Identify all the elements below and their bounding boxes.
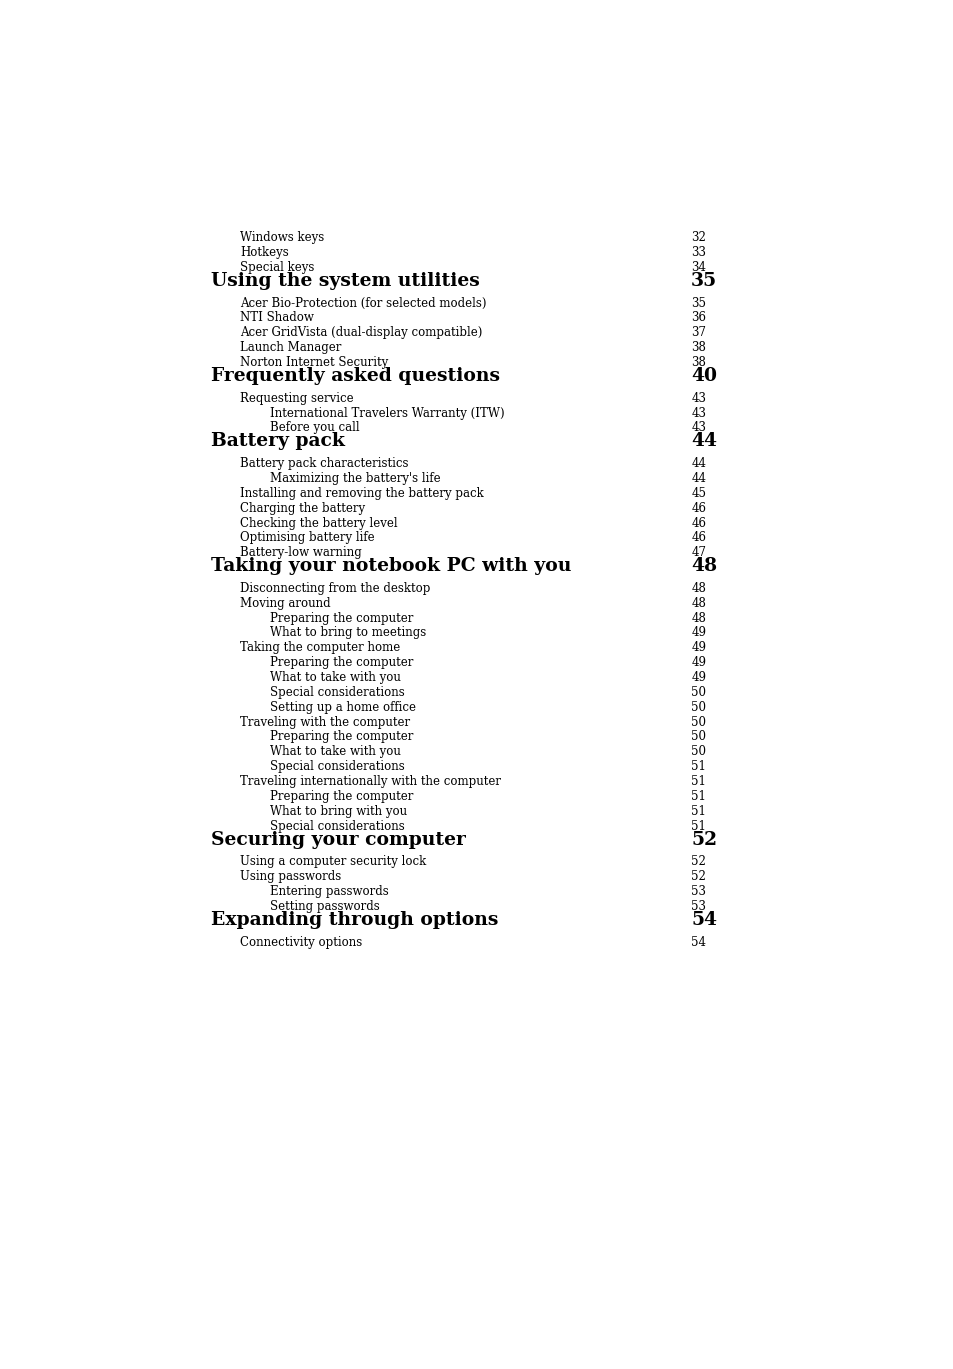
Text: Traveling internationally with the computer: Traveling internationally with the compu… xyxy=(240,775,500,789)
Text: 50: 50 xyxy=(691,716,705,728)
Text: 48: 48 xyxy=(691,597,705,609)
Text: Before you call: Before you call xyxy=(270,422,359,434)
Text: 49: 49 xyxy=(691,641,705,654)
Text: 44: 44 xyxy=(691,457,705,470)
Text: Special considerations: Special considerations xyxy=(270,820,404,832)
Text: Special considerations: Special considerations xyxy=(270,760,404,773)
Text: Using the system utilities: Using the system utilities xyxy=(211,272,479,290)
Text: 46: 46 xyxy=(691,516,705,530)
Text: 37: 37 xyxy=(691,326,705,340)
Text: Connectivity options: Connectivity options xyxy=(240,935,362,949)
Text: 49: 49 xyxy=(691,671,705,684)
Text: 49: 49 xyxy=(691,656,705,669)
Text: 49: 49 xyxy=(691,627,705,639)
Text: Hotkeys: Hotkeys xyxy=(240,246,289,259)
Text: Launch Manager: Launch Manager xyxy=(240,341,341,355)
Text: 53: 53 xyxy=(691,884,705,898)
Text: Preparing the computer: Preparing the computer xyxy=(270,612,413,624)
Text: Acer Bio-Protection (for selected models): Acer Bio-Protection (for selected models… xyxy=(240,297,486,309)
Text: What to take with you: What to take with you xyxy=(270,671,400,684)
Text: Taking your notebook PC with you: Taking your notebook PC with you xyxy=(211,557,571,575)
Text: What to bring to meetings: What to bring to meetings xyxy=(270,627,425,639)
Text: Frequently asked questions: Frequently asked questions xyxy=(211,367,499,385)
Text: 52: 52 xyxy=(691,831,717,849)
Text: What to take with you: What to take with you xyxy=(270,745,400,758)
Text: Acer GridVista (dual-display compatible): Acer GridVista (dual-display compatible) xyxy=(240,326,482,340)
Text: Traveling with the computer: Traveling with the computer xyxy=(240,716,410,728)
Text: 32: 32 xyxy=(691,231,705,244)
Text: Expanding through options: Expanding through options xyxy=(211,910,497,928)
Text: Special considerations: Special considerations xyxy=(270,686,404,700)
Text: 43: 43 xyxy=(691,407,705,419)
Text: Norton Internet Security: Norton Internet Security xyxy=(240,356,388,370)
Text: 48: 48 xyxy=(691,582,705,596)
Text: 50: 50 xyxy=(691,701,705,713)
Text: Disconnecting from the desktop: Disconnecting from the desktop xyxy=(240,582,430,596)
Text: Requesting service: Requesting service xyxy=(240,392,354,405)
Text: 43: 43 xyxy=(691,422,705,434)
Text: Battery pack: Battery pack xyxy=(211,433,344,450)
Text: 51: 51 xyxy=(691,790,705,804)
Text: 52: 52 xyxy=(691,871,705,883)
Text: Setting up a home office: Setting up a home office xyxy=(270,701,416,713)
Text: 45: 45 xyxy=(691,487,705,500)
Text: 51: 51 xyxy=(691,760,705,773)
Text: Installing and removing the battery pack: Installing and removing the battery pack xyxy=(240,487,483,500)
Text: Using passwords: Using passwords xyxy=(240,871,341,883)
Text: 38: 38 xyxy=(691,341,705,355)
Text: Preparing the computer: Preparing the computer xyxy=(270,656,413,669)
Text: Charging the battery: Charging the battery xyxy=(240,501,365,515)
Text: Battery pack characteristics: Battery pack characteristics xyxy=(240,457,408,470)
Text: 54: 54 xyxy=(691,910,717,928)
Text: Preparing the computer: Preparing the computer xyxy=(270,731,413,743)
Text: Windows keys: Windows keys xyxy=(240,231,324,244)
Text: 48: 48 xyxy=(691,557,717,575)
Text: 40: 40 xyxy=(691,367,717,385)
Text: 51: 51 xyxy=(691,820,705,832)
Text: 53: 53 xyxy=(691,899,705,913)
Text: 51: 51 xyxy=(691,805,705,817)
Text: Moving around: Moving around xyxy=(240,597,331,609)
Text: 44: 44 xyxy=(691,433,717,450)
Text: 35: 35 xyxy=(691,297,705,309)
Text: Securing your computer: Securing your computer xyxy=(211,831,465,849)
Text: 50: 50 xyxy=(691,745,705,758)
Text: Battery-low warning: Battery-low warning xyxy=(240,546,361,560)
Text: Special keys: Special keys xyxy=(240,261,314,274)
Text: 50: 50 xyxy=(691,731,705,743)
Text: 38: 38 xyxy=(691,356,705,370)
Text: Entering passwords: Entering passwords xyxy=(270,884,388,898)
Text: 46: 46 xyxy=(691,501,705,515)
Text: What to bring with you: What to bring with you xyxy=(270,805,406,817)
Text: 43: 43 xyxy=(691,392,705,405)
Text: 33: 33 xyxy=(691,246,705,259)
Text: 47: 47 xyxy=(691,546,705,560)
Text: 34: 34 xyxy=(691,261,705,274)
Text: 54: 54 xyxy=(691,935,705,949)
Text: Optimising battery life: Optimising battery life xyxy=(240,531,375,545)
Text: 48: 48 xyxy=(691,612,705,624)
Text: 46: 46 xyxy=(691,531,705,545)
Text: Taking the computer home: Taking the computer home xyxy=(240,641,400,654)
Text: 35: 35 xyxy=(691,272,717,290)
Text: 36: 36 xyxy=(691,312,705,324)
Text: 44: 44 xyxy=(691,472,705,485)
Text: 51: 51 xyxy=(691,775,705,789)
Text: Maximizing the battery's life: Maximizing the battery's life xyxy=(270,472,439,485)
Text: Using a computer security lock: Using a computer security lock xyxy=(240,856,426,868)
Text: 50: 50 xyxy=(691,686,705,700)
Text: Checking the battery level: Checking the battery level xyxy=(240,516,397,530)
Text: 52: 52 xyxy=(691,856,705,868)
Text: Setting passwords: Setting passwords xyxy=(270,899,379,913)
Text: NTI Shadow: NTI Shadow xyxy=(240,312,314,324)
Text: Preparing the computer: Preparing the computer xyxy=(270,790,413,804)
Text: International Travelers Warranty (ITW): International Travelers Warranty (ITW) xyxy=(270,407,504,419)
